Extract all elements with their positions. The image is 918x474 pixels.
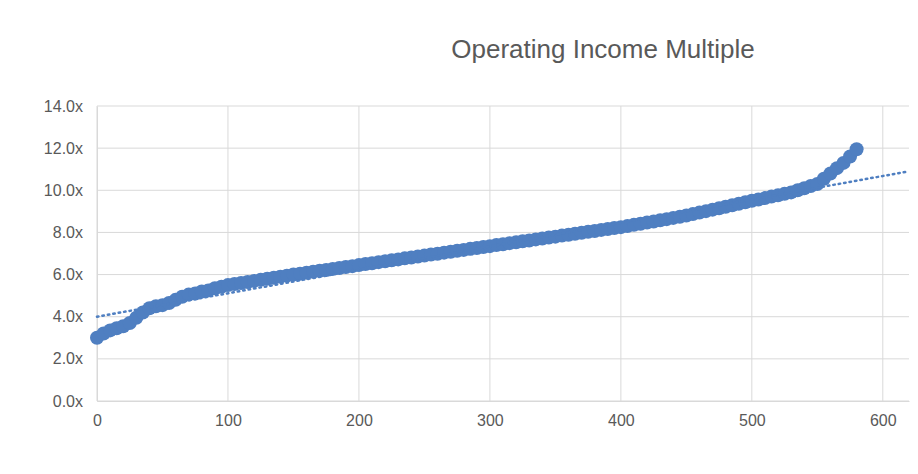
x-tick: 500 — [739, 401, 766, 429]
y-tick: 6.0x — [53, 266, 97, 283]
grid-line — [97, 232, 909, 233]
x-tick-label: 300 — [477, 412, 504, 429]
grid-line — [97, 316, 909, 317]
y-tick: 8.0x — [53, 224, 97, 241]
x-axis: 0 100 200 300 400 500 600 — [93, 401, 909, 429]
y-tick-label: 10.0x — [44, 182, 83, 199]
grid-line — [97, 148, 909, 149]
grid-line — [97, 274, 909, 275]
grid-line — [489, 106, 490, 401]
x-tick: 0 — [93, 401, 102, 429]
grid-line — [97, 106, 909, 107]
grid-line — [751, 106, 752, 401]
x-axis-line — [98, 401, 910, 402]
y-axis-line — [97, 107, 98, 402]
x-tick-label: 600 — [870, 412, 897, 429]
y-tick: 2.0x — [53, 350, 97, 367]
x-tick-label: 0 — [93, 412, 102, 429]
y-tick: 14.0x — [44, 98, 97, 115]
y-tick-label: 0.0x — [53, 393, 83, 410]
x-tick: 600 — [870, 401, 897, 429]
y-tick-label: 6.0x — [53, 266, 83, 283]
y-tick-label: 8.0x — [53, 224, 83, 241]
y-tick-label: 14.0x — [44, 98, 83, 115]
grid-line — [620, 106, 621, 401]
title: Operating Income Multiple — [451, 34, 754, 64]
grid-line — [97, 106, 98, 401]
y-tick-label: 4.0x — [53, 308, 83, 325]
y-tick: 0.0x — [53, 393, 97, 410]
x-tick: 200 — [346, 401, 373, 429]
scatter-series — [90, 142, 864, 345]
x-tick-label: 100 — [215, 412, 242, 429]
plot-area — [90, 142, 909, 345]
chart: 0 100 200 300 400 500 600 0.0x 2.0x 4.0x 6.0x 8.0x 1… — [0, 0, 918, 474]
x-tick: 300 — [477, 401, 504, 429]
y-tick: 10.0x — [44, 182, 97, 199]
y-tick: 4.0x — [53, 308, 97, 325]
grid-line — [97, 358, 909, 359]
grid-line — [227, 106, 228, 401]
y-tick-label: 2.0x — [53, 350, 83, 367]
x-tick-label: 500 — [739, 412, 766, 429]
y-tick: 12.0x — [44, 140, 97, 157]
x-tick-label: 400 — [608, 412, 635, 429]
y-axis: 0.0x 2.0x 4.0x 6.0x 8.0x 10.0x 12.0x 14.0x — [44, 98, 98, 410]
grid-line — [882, 106, 883, 401]
grid — [97, 106, 909, 401]
grid-line — [358, 106, 359, 401]
x-tick-label: 200 — [346, 412, 373, 429]
point — [850, 142, 864, 156]
x-tick: 100 — [215, 401, 242, 429]
x-tick: 400 — [608, 401, 635, 429]
y-tick-label: 12.0x — [44, 140, 83, 157]
grid-line — [97, 401, 909, 402]
trend-line — [97, 171, 909, 316]
